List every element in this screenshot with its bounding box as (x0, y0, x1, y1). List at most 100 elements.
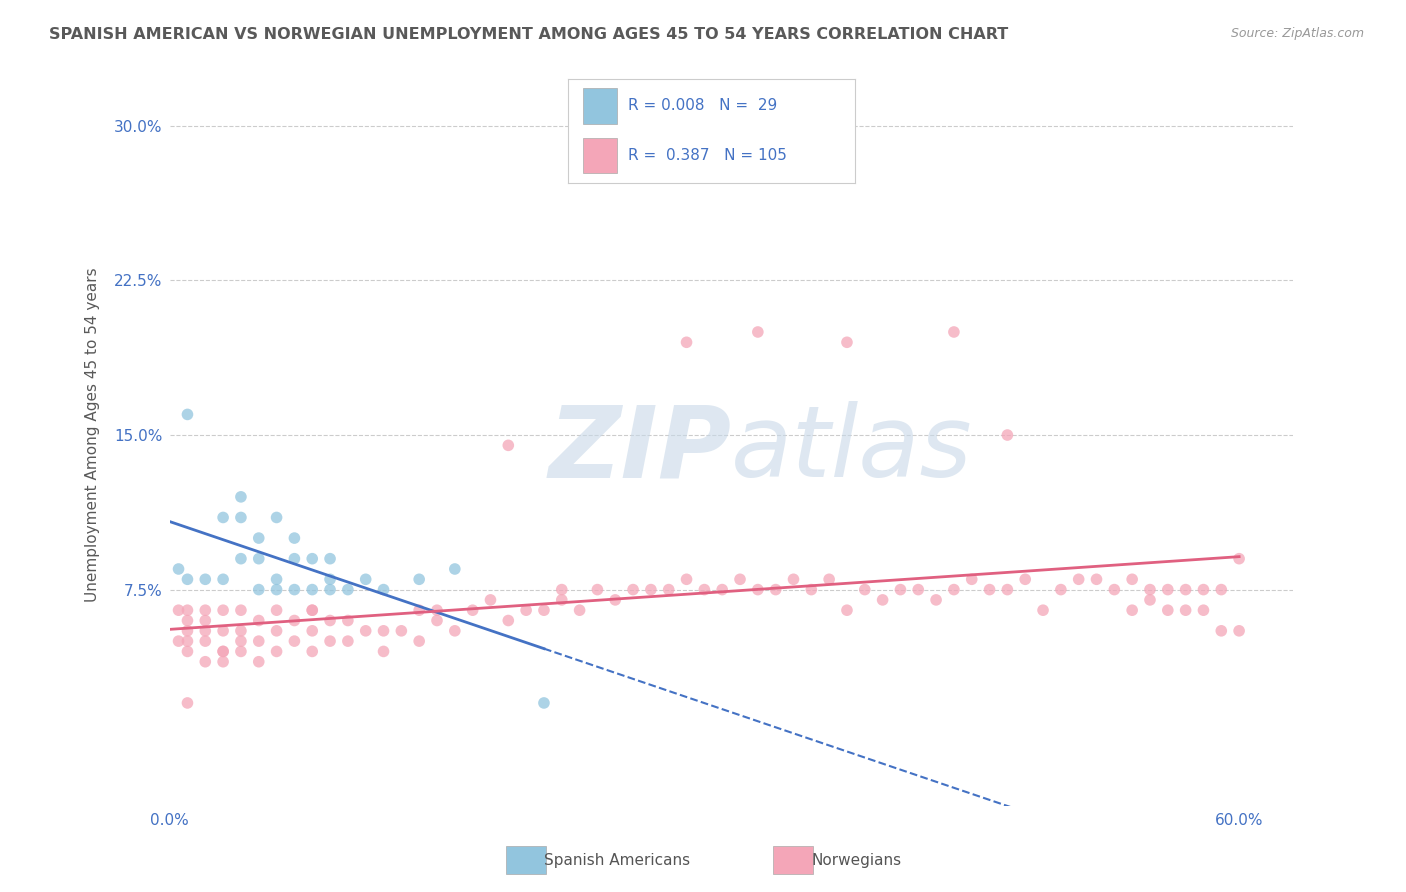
Point (408, 634, 430, 648)
Point (907, 582, 929, 597)
Point (1211, 582, 1233, 597)
Point (728, 572, 751, 586)
Point (266, 572, 288, 586)
Point (1121, 603, 1143, 617)
Point (301, 582, 323, 597)
Point (1121, 572, 1143, 586)
Point (605, 593, 627, 607)
Point (283, 531, 305, 545)
Point (266, 644, 288, 658)
Point (1157, 603, 1180, 617)
Point (925, 593, 948, 607)
Point (336, 614, 359, 628)
Text: Source: ZipAtlas.com: Source: ZipAtlas.com (1230, 27, 1364, 40)
Point (568, 603, 591, 617)
Point (1227, 551, 1250, 566)
Point (373, 582, 395, 597)
Point (194, 624, 217, 638)
Point (1139, 593, 1161, 607)
Point (354, 572, 377, 586)
Point (498, 438, 520, 452)
Point (176, 696, 198, 710)
Point (266, 603, 288, 617)
Point (675, 572, 697, 586)
Point (995, 428, 1018, 442)
Point (319, 551, 342, 566)
Point (835, 603, 858, 617)
Y-axis label: Unemployment Among Ages 45 to 54 years: Unemployment Among Ages 45 to 54 years (86, 268, 100, 602)
Point (443, 562, 465, 576)
Point (995, 582, 1018, 597)
Text: Norwegians: Norwegians (811, 854, 901, 868)
Point (782, 572, 804, 586)
Point (889, 582, 911, 597)
Point (247, 634, 270, 648)
Point (283, 582, 305, 597)
Point (1174, 582, 1197, 597)
Point (167, 562, 190, 576)
Point (229, 624, 252, 638)
Point (1157, 582, 1180, 597)
Point (586, 582, 609, 597)
Point (1085, 572, 1108, 586)
Point (747, 325, 769, 339)
Point (675, 335, 697, 350)
Point (443, 624, 465, 638)
Point (229, 490, 252, 504)
Point (800, 582, 823, 597)
Point (551, 582, 574, 597)
Point (212, 624, 235, 638)
Point (479, 593, 502, 607)
Point (693, 582, 716, 597)
Point (301, 603, 323, 617)
Point (319, 572, 342, 586)
Point (711, 582, 734, 597)
Point (176, 408, 198, 422)
Point (229, 603, 252, 617)
Point (533, 696, 555, 710)
Point (1192, 603, 1215, 617)
Point (176, 614, 198, 628)
Point (301, 551, 323, 566)
Text: Spanish Americans: Spanish Americans (544, 854, 690, 868)
Point (354, 624, 377, 638)
Point (1050, 582, 1073, 597)
Point (818, 572, 841, 586)
Point (533, 603, 555, 617)
Point (942, 582, 965, 597)
Point (247, 531, 270, 545)
Point (872, 593, 894, 607)
Point (194, 572, 217, 586)
Point (283, 551, 305, 566)
Text: ZIP: ZIP (548, 401, 731, 499)
Point (1067, 572, 1090, 586)
Point (960, 572, 983, 586)
Point (389, 624, 412, 638)
Point (247, 614, 270, 628)
Point (176, 603, 198, 617)
Point (194, 655, 217, 669)
Point (1192, 582, 1215, 597)
Point (373, 624, 395, 638)
Point (1139, 582, 1161, 597)
Point (640, 582, 662, 597)
Point (658, 582, 681, 597)
Point (426, 603, 449, 617)
Point (212, 655, 235, 669)
Point (283, 614, 305, 628)
Point (853, 582, 876, 597)
Point (176, 572, 198, 586)
Point (336, 582, 359, 597)
Point (266, 582, 288, 597)
Point (176, 644, 198, 658)
Point (515, 603, 537, 617)
Point (212, 510, 235, 524)
Point (408, 572, 430, 586)
Point (212, 603, 235, 617)
Point (1032, 603, 1054, 617)
Point (621, 582, 644, 597)
Point (1104, 582, 1126, 597)
Point (167, 634, 190, 648)
Point (212, 644, 235, 658)
Point (301, 624, 323, 638)
